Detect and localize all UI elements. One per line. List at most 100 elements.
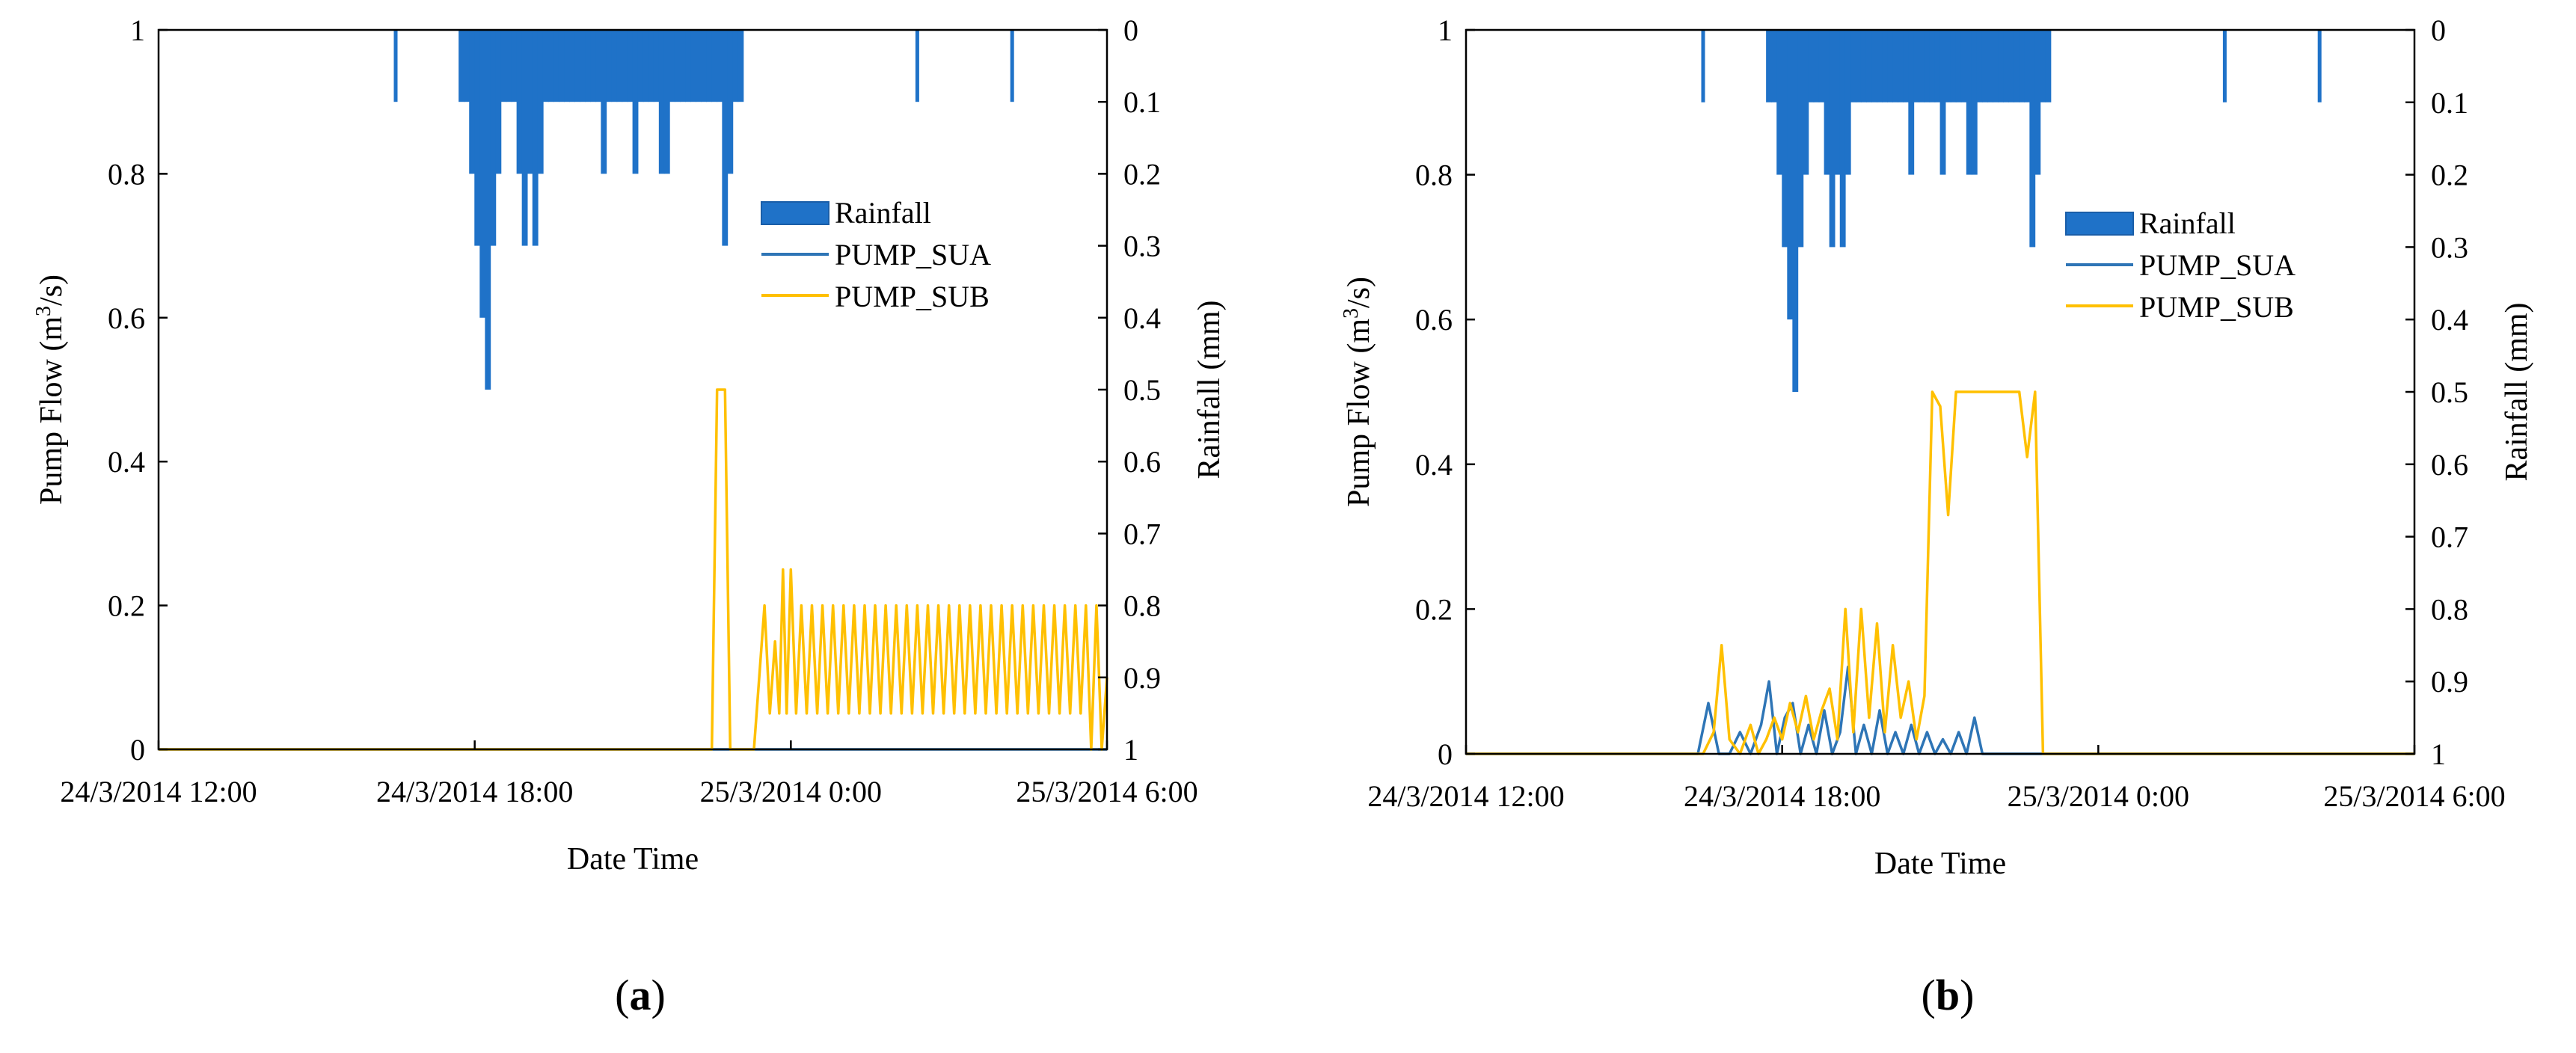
rainfall-bar [732, 30, 739, 102]
rainfall-bar [532, 30, 539, 246]
rainfall-bar [690, 30, 696, 102]
rainfall-bar [1824, 30, 1830, 175]
y2-tick-label: 0.4 [1123, 301, 1161, 335]
x-tick-label: 25/3/2014 6:00 [2323, 779, 2505, 813]
rainfall-bar [1818, 30, 1825, 102]
y2-tick-label: 0 [1123, 13, 1138, 47]
legend-swatch-rainfall [2065, 212, 2134, 236]
y-tick-label: 0.4 [1415, 448, 1453, 482]
legend-label-pump-sua: PUMP_SUA [2139, 248, 2296, 282]
rainfall-bar [558, 30, 565, 102]
rainfall-bar [1966, 30, 1972, 175]
rainfall-bar [479, 30, 486, 318]
rainfall-bar [915, 30, 919, 102]
legend-b: Rainfall PUMP_SUA PUMP_SUB [2065, 206, 2296, 324]
series-pump-sua [1466, 666, 2414, 755]
rainfall-bar [658, 30, 665, 174]
rainfall-bar [648, 30, 654, 102]
rainfall-bar [1903, 30, 1910, 102]
y2-tick-label: 0.2 [2431, 159, 2468, 192]
y2-tick-label: 0.4 [2431, 303, 2468, 337]
rainfall-bar [1782, 30, 1788, 248]
rainfall-bar [1945, 30, 1951, 102]
legend-swatch-rainfall [761, 201, 829, 225]
rainfall-bar [1877, 30, 1883, 102]
rainfall-bar [1844, 30, 1851, 175]
rainfall-bar [669, 30, 675, 102]
rainfall-bar [1834, 30, 1841, 175]
y-axis-label-b: Pump Flow (m3/s) [1340, 277, 1377, 507]
legend-label-rainfall: Rainfall [2139, 206, 2236, 240]
y2-tick-label: 1 [2431, 737, 2446, 771]
pump-lines [159, 388, 1108, 751]
rainfall-bar [1776, 30, 1783, 175]
rainfall-bar [537, 30, 544, 174]
rainfall-bar [490, 30, 497, 246]
series-pump-sub [1466, 390, 2414, 755]
rainfall-bar [1792, 30, 1799, 392]
rainfall-bar [1771, 30, 1778, 102]
rainfall-bar [1865, 30, 1872, 102]
rainfall-bar [643, 30, 649, 102]
y2-tick-label: 1 [1123, 733, 1138, 767]
rainfall-bar [459, 30, 464, 102]
legend-label-rainfall: Rainfall [835, 196, 931, 230]
rainfall-bar [1960, 30, 1967, 102]
rainfall-bar [627, 30, 634, 102]
x-axis-label-a: Date Time [567, 842, 699, 877]
legend-label-pump-sub: PUMP_SUB [835, 280, 990, 313]
rainfall-bar [1913, 30, 1920, 102]
rainfall-bar [1850, 30, 1856, 102]
rainfall-bar [1839, 30, 1846, 248]
rainfall-bar [680, 30, 686, 102]
x-tick-label: 24/3/2014 12:00 [1367, 779, 1564, 813]
rainfall-bar [737, 30, 744, 102]
rainfall-bar [616, 30, 623, 102]
rainfall-bar [2317, 30, 2322, 102]
legend-label-pump-sub: PUMP_SUB [2139, 290, 2294, 324]
y2-tick-label: 0.9 [2431, 665, 2468, 699]
rainfall-bar [469, 30, 476, 174]
rainfall-bar [1950, 30, 1957, 102]
x-tick-label: 24/3/2014 18:00 [1684, 779, 1880, 813]
rainfall-bar [1929, 30, 1936, 102]
rainfall-bar [1892, 30, 1899, 102]
rainfall-bar [2008, 30, 2015, 102]
y2-tick-label: 0.6 [2431, 448, 2468, 482]
rainfall-bar [1998, 30, 2004, 102]
y2-tick-label: 0 [2431, 13, 2446, 47]
y2-tick-label: 0.5 [2431, 375, 2468, 409]
y2-tick-label: 0.8 [1123, 589, 1161, 623]
y-tick-label: 0.6 [1415, 303, 1453, 337]
rainfall-bar [1939, 30, 1946, 175]
left-axis-a: 0 0.2 0.4 0.6 0.8 1 [108, 13, 168, 767]
rainfall-bar [564, 30, 570, 102]
rainfall-bar [1887, 30, 1893, 102]
rainfall-bar [553, 30, 559, 102]
y2-tick-label: 0.1 [1123, 85, 1161, 119]
rainfall-bar [653, 30, 660, 102]
panel-b: 0 0.2 0.4 0.6 0.8 1 0 0.1 0.2 0.3 0.4 0.5 0.6 0.7 0.8… [1340, 13, 2535, 1019]
y2-tick-label: 0.9 [1123, 661, 1161, 695]
rainfall-bar [574, 30, 580, 102]
rainfall-bar [1797, 30, 1804, 248]
rainfall-bar [696, 30, 702, 102]
y2-tick-label: 0.3 [1123, 230, 1161, 263]
rainfall-bar [2029, 30, 2036, 248]
x-tick-label: 24/3/2014 18:00 [376, 775, 573, 808]
y-tick-label: 0.8 [1415, 159, 1453, 192]
rainfall-bar [516, 30, 523, 174]
y2-tick-label: 0.7 [1123, 517, 1161, 550]
rainfall-bar [674, 30, 681, 102]
rainfall-bar [2003, 30, 2009, 102]
rainfall-bar [1701, 30, 1705, 102]
rainfall-bar [1924, 30, 1931, 102]
rainfall-bar [1860, 30, 1867, 102]
right-axis-a: 0 0.1 0.2 0.3 0.4 0.5 0.6 0.7 0.8 0.9 1 [1098, 13, 1161, 767]
rainfall-bar [2014, 30, 2020, 102]
rainfall-bar [527, 30, 533, 174]
rainfall-bar [2034, 30, 2041, 175]
rainfall-bar [485, 30, 491, 390]
rainfall-bar [706, 30, 713, 102]
left-axis-b: 0 0.2 0.4 0.6 0.8 1 [1415, 13, 1475, 771]
